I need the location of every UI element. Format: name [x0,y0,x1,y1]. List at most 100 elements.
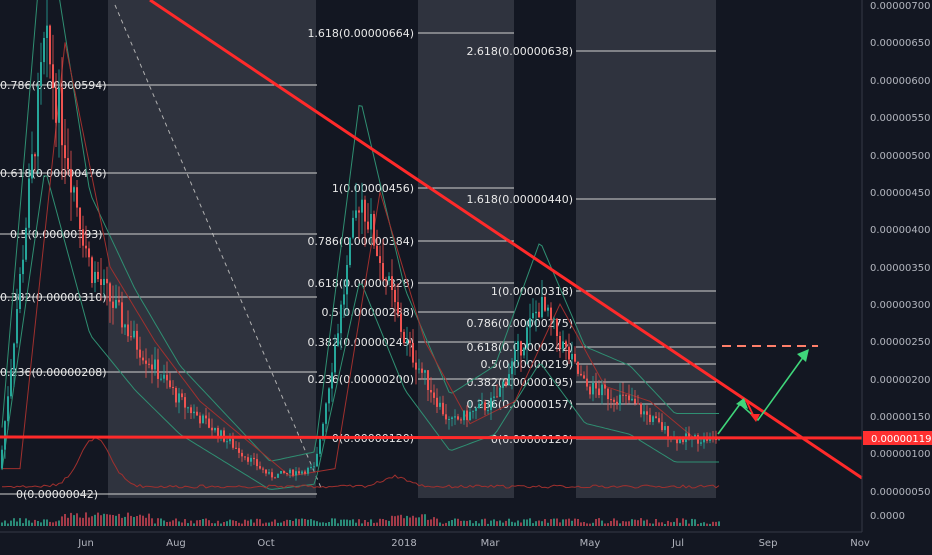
volume-bar [325,522,327,526]
candle-body [505,381,507,386]
volume-bar [190,520,192,526]
candle-body [625,394,627,396]
volume-bar [76,513,78,526]
candle-body [112,301,114,308]
volume-bar [187,523,189,526]
volume-bar [37,521,39,526]
candle-body [493,396,495,398]
volume-bar [268,522,270,526]
volume-bar [505,520,507,526]
candle-body [196,411,198,416]
volume-bar [577,519,579,526]
candle-body [319,439,321,454]
candle-body [82,229,84,246]
volume-bar [85,512,87,526]
price-tick-label: 0.00000250 [870,337,930,348]
volume-bar [541,521,543,526]
volume-bar [622,521,624,526]
candle-body [484,402,486,411]
candle-body [238,448,240,453]
volume-bar [700,522,702,526]
candle-body [133,330,135,338]
candle-body [157,359,159,379]
candle-body [31,154,33,179]
shade-band [576,0,716,498]
candle-body [649,414,651,422]
volume-bar [172,520,174,526]
volume-bar [64,514,66,526]
candle-body [400,313,402,332]
indicator-lines [1,0,720,490]
candle-body [202,415,204,424]
candle-body [256,459,258,467]
candle-body [292,469,294,476]
volume-bar [493,519,495,526]
volume-bar [10,520,12,526]
candle-body [433,392,435,398]
candle-body [4,421,6,450]
volume-bar [238,522,240,526]
candle-body [91,257,93,283]
volume-bar [229,519,231,526]
candle-body [70,169,72,193]
candle-body [511,361,513,375]
candle-body [451,417,453,419]
volume-bar [364,520,366,526]
volume-bar [433,517,435,526]
candle-body [403,331,405,343]
volume-bar [517,520,519,526]
fib-label: 0.236(0.00000200) [307,373,414,386]
candle-body [301,471,303,474]
fib-label: 0.5(0.00000393) [10,228,103,241]
volume-bar [205,518,207,526]
candle-body [154,359,156,370]
candle-body [253,457,255,460]
volume-bars [1,512,720,526]
volume-bar [361,523,363,526]
price-tick-label: 0.00000300 [870,300,930,311]
volume-bar [199,520,201,526]
descending-trendline[interactable] [149,0,863,480]
candle-body [73,187,75,193]
candle-body [79,207,81,230]
volume-bar [667,520,669,526]
candle-body [136,330,138,350]
volume-bar [82,517,84,526]
candle-body [271,472,273,478]
candle-body [160,378,162,380]
volume-bar [373,522,375,526]
volume-bar [52,522,54,526]
volume-bar [220,523,222,526]
volume-bar [712,521,714,526]
candle-body [142,357,144,361]
volume-bar [346,519,348,526]
volume-bar [691,518,693,526]
volume-bar [334,518,336,526]
volume-bar [688,523,690,526]
volume-bar [481,519,483,526]
volume-bar [58,520,60,526]
support-line[interactable] [0,435,863,440]
volume-bar [451,520,453,526]
candle-body [616,401,618,405]
candle-body [220,430,222,438]
volume-bar [151,518,153,526]
candle-body [13,343,15,370]
volume-bar [520,522,522,526]
candle-body [574,353,576,362]
volume-bar [343,519,345,526]
candle-body [316,453,318,467]
candle-body [664,426,666,431]
volume-bar [358,519,360,526]
time-tick-label: Jun [77,538,94,549]
volume-bar [307,519,309,526]
volume-bar [145,517,147,526]
candle-body [106,278,108,284]
volume-bar [664,524,666,526]
fib-label: 1.618(0.00000664) [307,27,414,40]
candle-body [298,471,300,474]
volume-bar [163,520,165,526]
volume-bar [619,523,621,526]
